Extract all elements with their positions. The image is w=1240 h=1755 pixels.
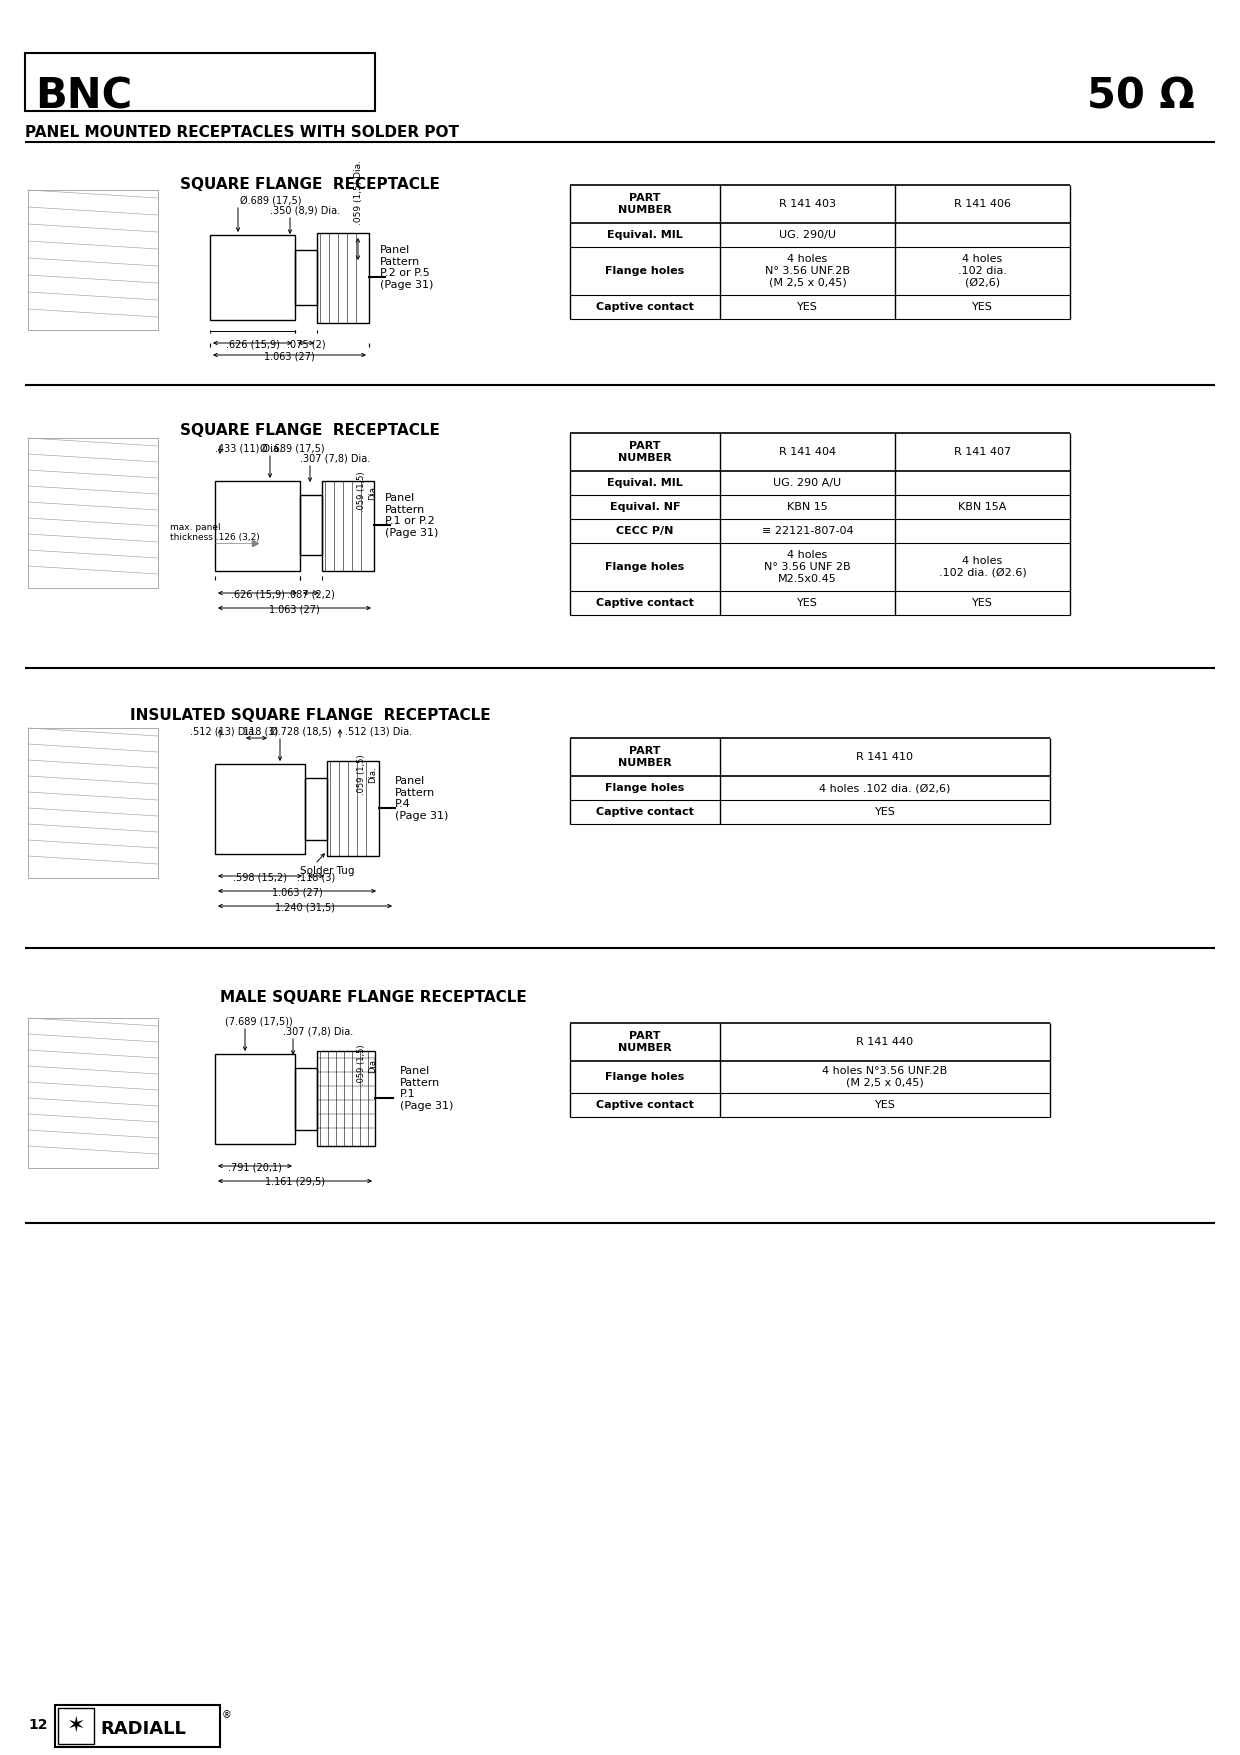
Bar — [29, 190, 157, 330]
Text: .626 (15,9): .626 (15,9) — [231, 590, 284, 598]
Text: R 141 410: R 141 410 — [857, 751, 914, 762]
Bar — [215, 763, 305, 855]
Bar — [570, 739, 1050, 1755]
Text: 50 Ω: 50 Ω — [1087, 75, 1195, 118]
Bar — [322, 481, 374, 570]
Text: max. panel
thickness .126 (3,2): max. panel thickness .126 (3,2) — [170, 523, 259, 542]
Text: PART
NUMBER: PART NUMBER — [618, 193, 672, 214]
Text: Captive contact: Captive contact — [596, 1100, 694, 1109]
Bar — [570, 433, 1070, 1755]
Text: Ø.728 (18,5): Ø.728 (18,5) — [270, 727, 331, 735]
Text: UG. 290/U: UG. 290/U — [779, 230, 836, 240]
Bar — [305, 777, 327, 841]
Text: 1.240 (31,5): 1.240 (31,5) — [275, 902, 335, 913]
Text: UG. 290 A/U: UG. 290 A/U — [774, 477, 842, 488]
Text: SQUARE FLANGE  RECEPTACLE: SQUARE FLANGE RECEPTACLE — [180, 177, 440, 191]
Text: .059 (1,5)
Dia.: .059 (1,5) Dia. — [357, 470, 377, 512]
Bar — [210, 235, 295, 319]
Text: R 141 407: R 141 407 — [954, 448, 1011, 456]
Text: .075 (2): .075 (2) — [286, 339, 325, 349]
Text: .626 (15,9): .626 (15,9) — [226, 339, 279, 349]
Text: 4 holes
N° 3.56 UNF 2B
M2.5x0.45: 4 holes N° 3.56 UNF 2B M2.5x0.45 — [764, 551, 851, 584]
Text: Solder Tug: Solder Tug — [300, 865, 355, 876]
Bar — [317, 233, 370, 323]
Text: Captive contact: Captive contact — [596, 302, 694, 312]
Bar — [327, 762, 379, 856]
Text: .350 (8,9) Dia.: .350 (8,9) Dia. — [270, 205, 340, 216]
Bar — [300, 495, 322, 555]
Text: 4 holes .102 dia. (Ø2,6): 4 holes .102 dia. (Ø2,6) — [820, 783, 951, 793]
Bar — [215, 1055, 295, 1144]
Text: .307 (7,8) Dia.: .307 (7,8) Dia. — [283, 1027, 353, 1035]
Text: YES: YES — [797, 598, 818, 607]
Bar — [29, 728, 157, 878]
Text: Flange holes: Flange holes — [605, 562, 684, 572]
Bar — [570, 184, 1070, 1755]
Text: ®: ® — [222, 1709, 232, 1720]
Text: Panel
Pattern
P.1 or P.2
(Page 31): Panel Pattern P.1 or P.2 (Page 31) — [384, 493, 439, 537]
Text: 1.063 (27): 1.063 (27) — [269, 604, 320, 614]
Text: INSULATED SQUARE FLANGE  RECEPTACLE: INSULATED SQUARE FLANGE RECEPTACLE — [130, 707, 490, 723]
Text: .059 (1,5)
Dia.: .059 (1,5) Dia. — [357, 755, 377, 795]
Text: Equival. NF: Equival. NF — [610, 502, 681, 512]
Bar — [55, 1706, 219, 1746]
Text: Flange holes: Flange holes — [605, 1072, 684, 1083]
Bar — [215, 481, 300, 570]
Text: YES: YES — [874, 1100, 895, 1109]
Text: Panel
Pattern
P.1
(Page 31): Panel Pattern P.1 (Page 31) — [401, 1065, 454, 1111]
Text: Flange holes: Flange holes — [605, 783, 684, 793]
Text: .598 (15,2): .598 (15,2) — [233, 872, 286, 883]
Bar — [29, 439, 157, 588]
Text: 1.063 (27): 1.063 (27) — [264, 351, 315, 362]
Text: R 141 403: R 141 403 — [779, 198, 836, 209]
Text: .059 (1,5) Dia.: .059 (1,5) Dia. — [353, 160, 362, 225]
Text: Flange holes: Flange holes — [605, 267, 684, 276]
Text: YES: YES — [797, 302, 818, 312]
Text: Captive contact: Captive contact — [596, 598, 694, 607]
Text: PANEL MOUNTED RECEPTACLES WITH SOLDER POT: PANEL MOUNTED RECEPTACLES WITH SOLDER PO… — [25, 125, 459, 140]
Text: YES: YES — [972, 302, 993, 312]
Text: 1.161 (29,5): 1.161 (29,5) — [265, 1178, 325, 1186]
Bar — [58, 1708, 94, 1744]
Text: BNC: BNC — [35, 75, 133, 118]
Text: 1.063 (27): 1.063 (27) — [272, 886, 322, 897]
Text: Equival. MIL: Equival. MIL — [608, 477, 683, 488]
Text: RADIALL: RADIALL — [100, 1720, 186, 1737]
Text: Panel
Pattern
P.2 or P.5
(Page 31): Panel Pattern P.2 or P.5 (Page 31) — [379, 246, 433, 290]
Text: 12: 12 — [29, 1718, 47, 1732]
Text: 4 holes
.102 dia. (Ø2.6): 4 holes .102 dia. (Ø2.6) — [939, 556, 1027, 577]
Text: CECC P/N: CECC P/N — [616, 526, 673, 535]
Text: .307 (7,8) Dia.: .307 (7,8) Dia. — [300, 453, 371, 463]
Text: ✶: ✶ — [67, 1716, 86, 1736]
Bar — [295, 249, 317, 305]
Bar — [570, 1023, 1050, 1755]
Text: PART
NUMBER: PART NUMBER — [618, 441, 672, 463]
Bar — [25, 53, 374, 111]
Text: 4 holes
.102 dia.
(Ø2,6): 4 holes .102 dia. (Ø2,6) — [959, 254, 1007, 288]
Text: MALE SQUARE FLANGE RECEPTACLE: MALE SQUARE FLANGE RECEPTACLE — [219, 990, 527, 1006]
Text: R 141 440: R 141 440 — [857, 1037, 914, 1048]
Text: YES: YES — [972, 598, 993, 607]
Text: .118 (3): .118 (3) — [241, 727, 278, 735]
Text: Ø .689 (17,5): Ø .689 (17,5) — [260, 442, 325, 453]
Text: KBN 15: KBN 15 — [787, 502, 828, 512]
Text: .118 (3): .118 (3) — [296, 872, 335, 883]
Bar — [295, 1069, 317, 1130]
Text: .791 (20,1): .791 (20,1) — [228, 1162, 281, 1172]
Text: Panel
Pattern
P.4
(Page 31): Panel Pattern P.4 (Page 31) — [396, 776, 449, 821]
Text: Equival. MIL: Equival. MIL — [608, 230, 683, 240]
Text: PART
NUMBER: PART NUMBER — [618, 1032, 672, 1053]
Text: (7.689 (17,5)): (7.689 (17,5)) — [224, 1016, 293, 1027]
Text: .059 (1,5)
Dia.: .059 (1,5) Dia. — [357, 1044, 377, 1085]
Text: YES: YES — [874, 807, 895, 818]
Text: Captive contact: Captive contact — [596, 807, 694, 818]
Text: .087 (2,2): .087 (2,2) — [288, 590, 335, 598]
Text: ≡ 22121-807-04: ≡ 22121-807-04 — [761, 526, 853, 535]
Bar — [29, 1018, 157, 1169]
Text: .433 (11) Dia.: .433 (11) Dia. — [215, 442, 281, 453]
Text: PART
NUMBER: PART NUMBER — [618, 746, 672, 767]
Text: Ø.689 (17,5): Ø.689 (17,5) — [241, 195, 301, 205]
Text: KBN 15A: KBN 15A — [959, 502, 1007, 512]
Text: 4 holes
N° 3.56 UNF.2B
(M 2,5 x 0,45): 4 holes N° 3.56 UNF.2B (M 2,5 x 0,45) — [765, 254, 849, 288]
Text: R 141 406: R 141 406 — [954, 198, 1011, 209]
